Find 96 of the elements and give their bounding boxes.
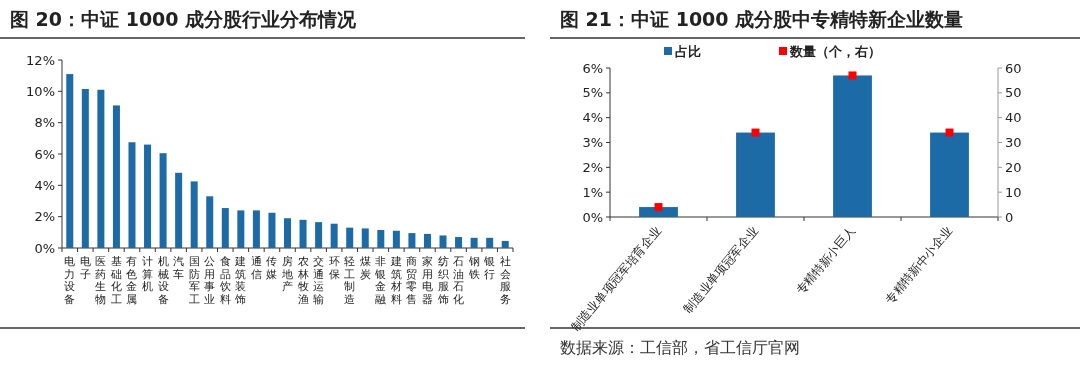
x-tick-label: 制造业单项冠军培育企业 (568, 223, 664, 335)
y-tick-label: 0% (582, 209, 603, 225)
y-tick-label: 8% (34, 115, 55, 131)
y-tick-label: 6% (582, 60, 603, 76)
source-note: 数据来源：工信部，省工信厅官网 (560, 338, 800, 357)
y-tick-label: 5% (582, 85, 603, 101)
x-tick-label: 制造业单项冠军企业 (680, 223, 761, 316)
x-tick-label: 计算机 (142, 255, 154, 293)
x-tick-label: 家用电器 (421, 255, 433, 306)
x-tick-label: 通信 (250, 255, 262, 281)
y-tick-label: 4% (34, 177, 55, 193)
x-tick-label: 农林牧渔 (296, 255, 309, 306)
bar (268, 212, 276, 248)
x-tick-label: 环保 (328, 255, 340, 281)
chart-title: 图 20：中证 1000 成分股行业分布情况 (10, 8, 358, 30)
x-tick-label: 建筑材料 (389, 255, 402, 306)
x-tick-label: 石油石化 (453, 255, 465, 306)
x-tick-label: 基础化工 (109, 255, 122, 306)
bar (206, 196, 214, 248)
y-tick-label: 1% (582, 184, 603, 200)
bar (736, 132, 775, 217)
y-tick-label: 2% (34, 209, 55, 225)
x-tick-label: 电力设备 (64, 255, 76, 306)
y-tick-label: 3% (582, 135, 603, 150)
bar (486, 237, 494, 248)
bar (112, 105, 120, 248)
x-tick-label: 房地产 (281, 255, 293, 293)
y-tick-label: 2% (582, 159, 603, 175)
x-tick-label: 机械设备 (157, 255, 169, 306)
x-tick-label: 电子 (79, 255, 91, 281)
bar (144, 144, 152, 248)
bar (455, 237, 463, 248)
x-tick-label: 轻工制造 (344, 255, 356, 306)
x-tick-label: 国防军工 (188, 255, 200, 306)
x-tick-label: 汽车 (173, 255, 185, 281)
bar (221, 208, 229, 248)
x-tick-label: 社会服务 (499, 255, 511, 306)
bar (159, 153, 167, 248)
bar (470, 237, 478, 248)
y2-tick-label: 0 (1005, 209, 1014, 225)
y-tick-label: 10% (26, 83, 55, 99)
bar (501, 240, 509, 248)
y2-tick-label: 30 (1005, 135, 1022, 150)
bar (361, 228, 369, 248)
bar (315, 222, 323, 248)
x-tick-label: 公用事业 (204, 255, 216, 306)
legend-label: 占比 (675, 44, 701, 59)
legend-label: 数量（个，右） (789, 44, 881, 59)
x-tick-label: 建筑装饰 (234, 255, 247, 306)
bar (299, 219, 307, 248)
x-tick-label: 非银金融 (374, 255, 387, 306)
bar (346, 227, 354, 248)
y-tick-label: 6% (34, 146, 55, 162)
x-tick-label: 银行 (483, 255, 496, 281)
bar (330, 223, 338, 248)
x-tick-label: 专精特新小巨人 (793, 223, 858, 298)
x-tick-label: 食品饮料 (218, 255, 231, 306)
x-tick-label: 煤炭 (359, 255, 371, 281)
bar (81, 88, 89, 248)
y2-tick-label: 20 (1005, 159, 1022, 175)
y2-tick-label: 60 (1005, 60, 1022, 76)
bar (930, 132, 969, 217)
bar (423, 233, 431, 248)
chart-title: 图 21：中证 1000 成分股中专精特新企业数量 (560, 8, 964, 30)
x-tick-label: 纺织服饰 (436, 255, 449, 306)
point (654, 203, 663, 212)
y2-tick-label: 50 (1005, 85, 1022, 101)
x-tick-label: 钢铁 (467, 255, 480, 281)
bar (97, 89, 105, 248)
y2-tick-label: 10 (1005, 184, 1022, 200)
bar (377, 229, 385, 248)
bar (66, 74, 74, 248)
point (848, 71, 857, 80)
bar (128, 142, 136, 248)
x-tick-label: 有色金属 (126, 255, 138, 306)
bar (639, 207, 678, 217)
x-tick-label: 专精特新中小企业 (882, 223, 955, 307)
bar (284, 218, 291, 248)
y-tick-label: 12% (26, 52, 55, 68)
bar (252, 210, 260, 248)
x-tick-label: 交通运输 (313, 255, 325, 306)
y-tick-label: 4% (582, 110, 603, 126)
bar (408, 233, 416, 248)
bar (190, 181, 198, 248)
x-tick-label: 商贸零售 (406, 255, 418, 306)
x-tick-label: 传媒 (266, 255, 278, 281)
y2-tick-label: 40 (1005, 110, 1022, 126)
bar (439, 235, 447, 248)
bar (392, 230, 400, 248)
point (751, 128, 760, 137)
point (945, 128, 954, 137)
x-tick-label: 医药生物 (95, 255, 107, 306)
bar (175, 172, 183, 248)
bar (237, 210, 245, 248)
y-tick-label: 0% (34, 240, 55, 256)
bar (833, 75, 872, 217)
